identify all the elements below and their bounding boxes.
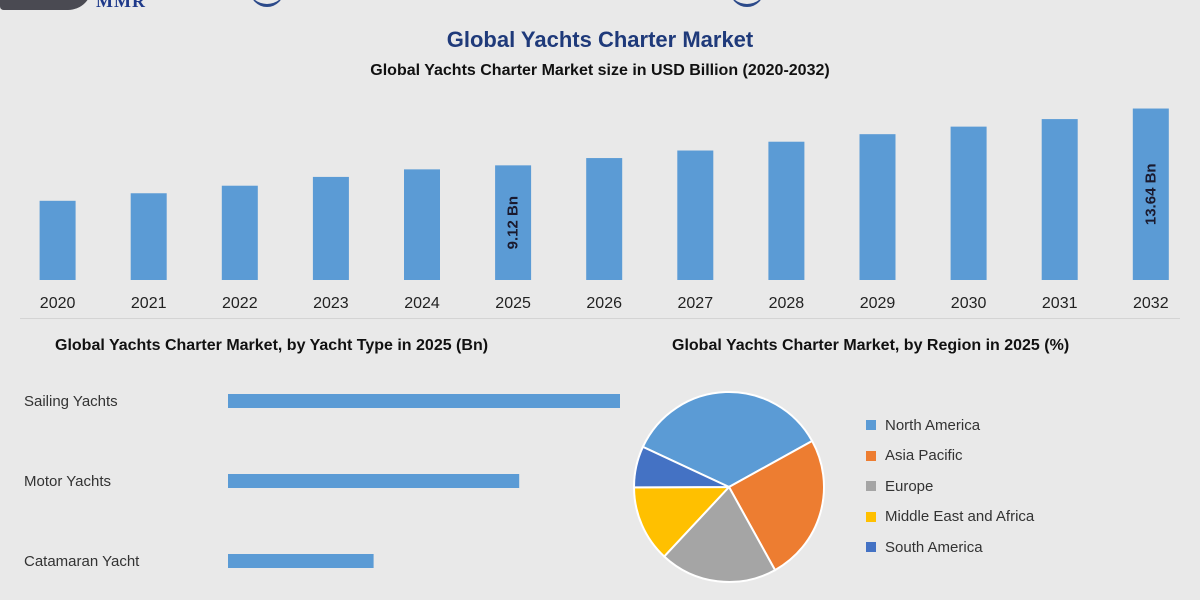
bar-2032 — [1132, 108, 1169, 280]
legend-swatch — [866, 450, 876, 461]
legend-item-europe: Europe — [866, 471, 1034, 502]
yacht-type-chart-title: Global Yachts Charter Market, by Yacht T… — [55, 337, 489, 354]
page-title: Global Yachts Charter Market — [446, 27, 754, 52]
x-tick-label: 2021 — [131, 295, 167, 312]
x-tick-label: 2029 — [860, 295, 896, 312]
x-tick-label: 2023 — [313, 295, 349, 312]
bar-2026 — [586, 158, 623, 280]
decorative-arc-icon — [730, 0, 764, 7]
legend-item-asia-pacific: Asia Pacific — [866, 441, 1034, 472]
legend-swatch — [866, 542, 876, 553]
legend-label: South America — [885, 538, 983, 556]
legend-label: Middle East and Africa — [885, 508, 1035, 526]
bar-2027 — [677, 150, 714, 280]
category-label: Catamaran Yacht — [24, 553, 140, 570]
chart-subtitle: Global Yachts Charter Market size in USD… — [370, 62, 830, 79]
legend-swatch — [866, 481, 876, 492]
region-pie-chart — [632, 391, 825, 583]
bar-2024 — [404, 169, 440, 280]
x-tick-label: 2020 — [40, 295, 76, 312]
x-tick-label: 2028 — [769, 295, 805, 312]
x-tick-label: 2026 — [586, 295, 622, 312]
bar-2022 — [221, 185, 258, 280]
x-tick-label: 2027 — [678, 295, 714, 312]
legend-swatch — [866, 511, 876, 522]
logo-emblem — [0, 0, 92, 10]
x-tick-label: 2024 — [404, 295, 440, 312]
region-chart-title: Global Yachts Charter Market, by Region … — [672, 337, 1070, 354]
data-label: 9.12 Bn — [505, 196, 522, 249]
region-legend: North America Asia Pacific Europe Middle… — [866, 410, 1034, 563]
legend-item-north-america: North America — [866, 410, 1034, 441]
legend-label: North America — [885, 416, 981, 434]
pie-slice-south-america — [633, 445, 730, 489]
bar-2030 — [950, 126, 987, 280]
legend-label: Europe — [885, 477, 934, 495]
x-tick-label: 2030 — [951, 295, 987, 312]
bar-2029 — [859, 134, 896, 280]
x-tick-label: 2022 — [222, 295, 258, 312]
x-tick-label: 2025 — [495, 295, 531, 312]
pie-slice-asia-pacific — [727, 439, 825, 572]
bar-2020 — [39, 200, 76, 280]
legend-item-middle-east-africa: Middle East and Africa — [866, 502, 1034, 533]
decorative-arc-icon — [250, 0, 284, 7]
hbar-sailing-yachts — [228, 394, 620, 408]
legend-label: Asia Pacific — [885, 447, 963, 465]
hbar-motor-yachts — [228, 474, 520, 488]
category-label: Sailing Yachts — [24, 393, 118, 410]
bar-2023 — [312, 176, 349, 280]
legend-item-south-america: South America — [866, 532, 1034, 563]
logo-strip: MMR — [0, 0, 1200, 14]
yacht-type-bar-chart: Sailing Yachts Motor Yachts Catamaran Yach… — [24, 393, 620, 570]
logo-text: MMR — [96, 0, 146, 11]
hbar-catamaran-yacht — [228, 554, 374, 568]
bar-2025 — [495, 165, 532, 280]
section-divider — [20, 318, 1180, 319]
pie-slice-middle-east-and-africa — [632, 485, 732, 558]
legend-swatch — [866, 420, 876, 431]
bar-2031 — [1041, 119, 1078, 280]
category-label: Motor Yachts — [24, 473, 111, 490]
pie-slice-europe — [662, 485, 777, 583]
bar-2021 — [130, 193, 167, 280]
data-label: 13.64 Bn — [1142, 163, 1159, 225]
x-tick-label: 2031 — [1042, 295, 1078, 312]
bar-2028 — [768, 141, 805, 280]
market-size-bar-chart: 2020 2021 2022 2023 2024 2025 2026 2027 2028 2029… — [39, 108, 1169, 312]
x-tick-label: 2032 — [1133, 295, 1169, 312]
